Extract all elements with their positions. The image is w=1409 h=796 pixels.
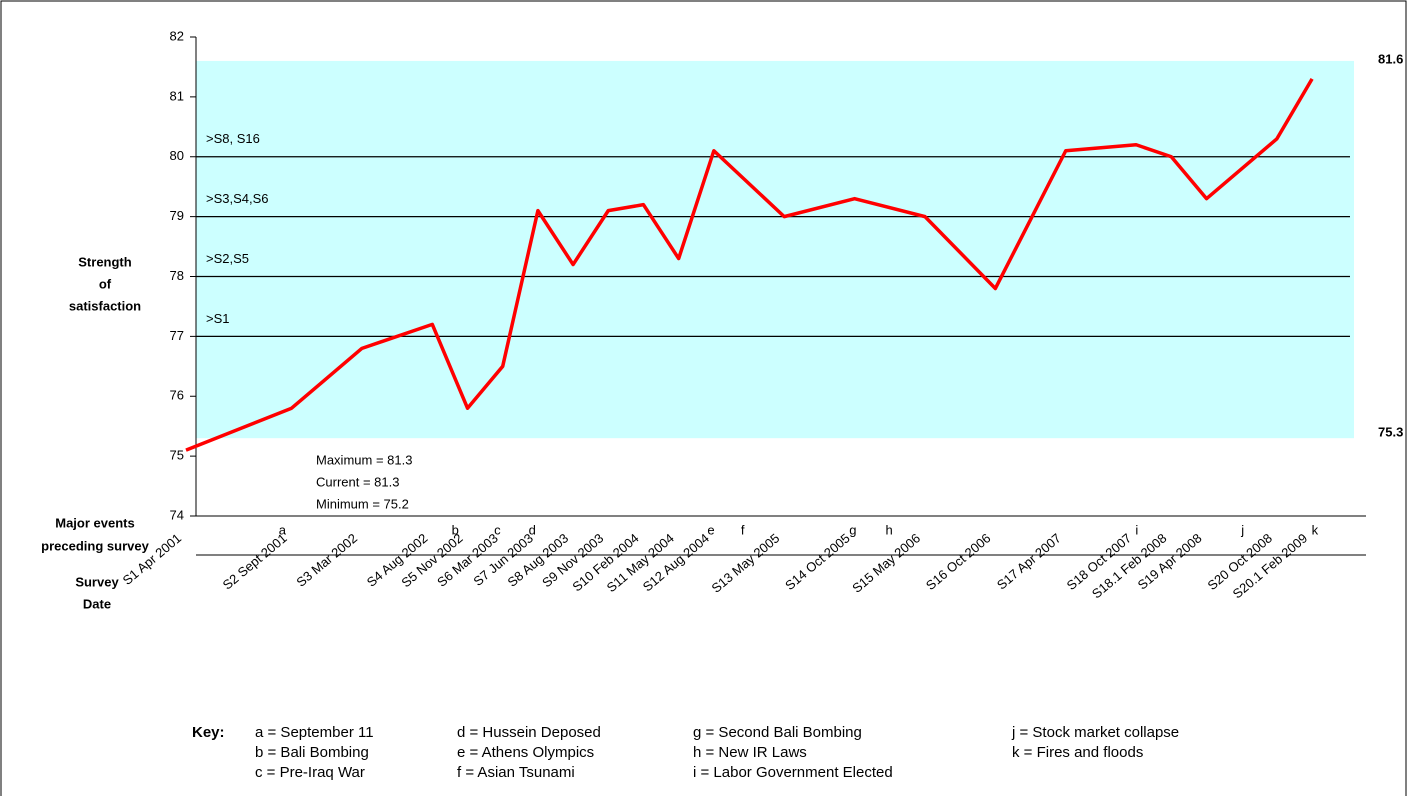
reference-label: >S1 xyxy=(206,311,230,326)
key-item: e = Athens Olympics xyxy=(457,744,594,761)
x-tick-label: S15 May 2006 xyxy=(849,530,923,595)
band-high-label: 81.6 xyxy=(1378,51,1403,66)
event-letter: f xyxy=(741,522,745,537)
reference-label: >S2,S5 xyxy=(206,251,249,266)
x-axis-label: Survey xyxy=(75,574,119,589)
annotation: Current = 81.3 xyxy=(316,474,399,489)
events-label: Major events xyxy=(55,515,134,530)
event-letter: g xyxy=(849,522,856,537)
x-tick-label: S17 Apr 2007 xyxy=(994,530,1064,592)
band-low-label: 75.3 xyxy=(1378,425,1403,440)
event-letter: c xyxy=(494,522,501,537)
y-tick-label: 82 xyxy=(170,28,184,43)
x-axis-label: Date xyxy=(83,596,111,611)
x-tick-label: S16 Oct 2006 xyxy=(923,530,994,593)
event-letter: b xyxy=(452,522,459,537)
key-title: Key: xyxy=(192,724,225,741)
x-tick-label: S3 Mar 2002 xyxy=(293,530,360,589)
key-item: i = Labor Government Elected xyxy=(693,764,893,781)
event-letter: i xyxy=(1135,522,1138,537)
y-axis-label: Strength xyxy=(78,254,132,269)
y-tick-label: 76 xyxy=(170,388,184,403)
key-item: f = Asian Tsunami xyxy=(457,764,575,781)
key-item: j = Stock market collapse xyxy=(1011,724,1179,741)
y-tick-label: 75 xyxy=(170,448,184,463)
reference-label: >S8, S16 xyxy=(206,131,260,146)
annotation: Maximum = 81.3 xyxy=(316,452,412,467)
key-item: h = New IR Laws xyxy=(693,744,807,761)
key-item: a = September 11 xyxy=(255,724,374,741)
key-item: b = Bali Bombing xyxy=(255,744,369,761)
target-band xyxy=(196,60,1354,439)
line-series xyxy=(185,78,1314,452)
key-item: g = Second Bali Bombing xyxy=(693,724,862,741)
y-tick-label: 77 xyxy=(170,328,184,343)
y-tick-label: 79 xyxy=(170,208,184,223)
y-axis-label: of xyxy=(99,276,112,291)
y-tick-label: 74 xyxy=(170,507,184,522)
key-item: d = Hussein Deposed xyxy=(457,724,601,741)
key-item: c = Pre-Iraq War xyxy=(255,764,365,781)
x-tick-label: S2 Sept 2001 xyxy=(220,530,290,592)
annotation: Minimum = 75.2 xyxy=(316,496,409,511)
event-letter: e xyxy=(707,522,714,537)
event-letter: k xyxy=(1312,522,1319,537)
reference-label: >S3,S4,S6 xyxy=(206,191,269,206)
y-tick-label: 81 xyxy=(170,88,184,103)
y-tick-label: 80 xyxy=(170,148,184,163)
key-item: k = Fires and floods xyxy=(1012,744,1143,761)
event-letter: d xyxy=(529,522,536,537)
event-letter: h xyxy=(885,522,892,537)
x-tick-label: S14 Oct 2005 xyxy=(782,530,853,593)
y-axis-label: satisfaction xyxy=(69,298,141,313)
y-tick-label: 78 xyxy=(170,268,184,283)
events-label: preceding survey xyxy=(41,538,149,553)
event-letter: a xyxy=(279,522,287,537)
x-tick-label: S13 May 2005 xyxy=(708,530,782,595)
event-letter: j xyxy=(1240,522,1244,537)
